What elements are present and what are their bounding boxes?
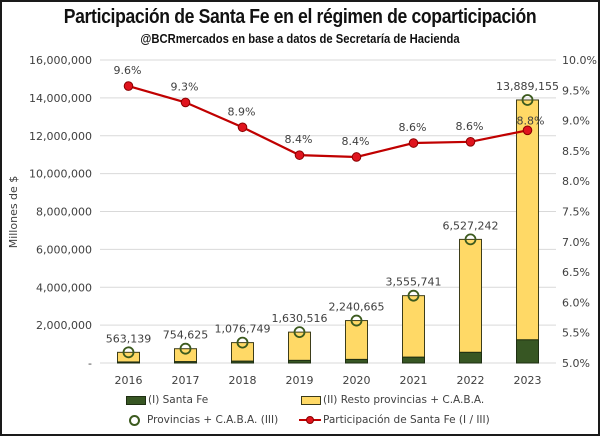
chart-title: Participación de Santa Fe en el régimen … [63,6,537,28]
participation-data-label: 8.8% [517,114,545,127]
total-data-label: 3,555,741 [386,276,442,289]
bar-resto-provincias [459,238,482,353]
y-tick-label: 12,000,000 [29,130,92,143]
bar-santa-fe [459,351,482,364]
y-axis-left-ticks: - 2,000,000 4,000,000 6,000,000 8,000,000 10,… [29,54,92,370]
x-tick-label: 2022 [457,374,485,387]
y-tick-label: 8,000,000 [36,206,92,219]
legend-label-participacion: Participación de Santa Fe (I / III) [323,414,490,426]
legend-circle-marker-icon [129,414,140,426]
participation-point [465,137,476,147]
total-marker [236,336,249,349]
legend-swatch-resto [301,395,321,405]
x-tick-label: 2017 [172,374,200,387]
total-data-label: 563,139 [106,332,152,345]
legend-item-participacion: Participación de Santa Fe (I / III) [299,414,490,426]
bar-resto-provincias [516,99,539,341]
y-tick-label: 4,000,000 [36,281,92,294]
y2-tick-label: 7.0% [562,236,590,249]
participation-point [237,122,248,133]
y2-tick-label: 5.0% [562,357,590,370]
y2-tick-label: 8.5% [562,145,590,158]
total-marker [293,326,306,339]
participation-line [123,81,533,162]
total-marker [407,289,420,302]
participation-data-label: 8.6% [456,120,484,133]
y-axis-label: Millones de $ [7,176,20,249]
total-marker [464,233,477,246]
total-data-label: 754,625 [163,329,209,342]
participation-point [522,125,533,136]
x-tick-label: 2018 [229,374,257,387]
bar-santa-fe [117,361,140,364]
bar-resto-provincias [231,342,254,362]
bar-santa-fe [516,339,539,364]
participation-data-label: 8.4% [342,135,370,148]
x-tick-label: 2020 [343,374,371,387]
y-tick-label: 2,000,000 [36,319,92,332]
data-labels: 563,139 754,625 1,076,7491,630,5162,240,66… [106,64,559,345]
participation-point [123,81,134,91]
y2-tick-label: 9.0% [562,115,590,128]
bar-santa-fe [402,356,425,364]
y-tick-label: 10,000,000 [29,168,92,181]
legend-item-resto: (II) Resto provincias + C.A.B.A. [301,394,484,406]
y-tick-label: - [88,357,92,370]
participation-data-label: 8.4% [285,133,313,146]
participation-data-label: 8.6% [399,121,427,134]
y-tick-label: 6,000,000 [36,243,92,256]
y2-tick-label: 9.5% [562,84,590,97]
x-tick-label: 2019 [286,374,314,387]
x-axis-ticks: 2016 2017 2018 2019 2020 2021 2022 2023 [115,374,542,387]
participation-point [408,138,419,148]
y2-tick-label: 6.5% [562,266,590,279]
participation-data-label: 8.9% [228,105,256,118]
y2-tick-label: 8.0% [562,175,590,188]
bar-resto-provincias [402,295,425,358]
legend-item-santa-fe: (I) Santa Fe [126,394,208,406]
participation-data-label: 9.6% [114,64,142,77]
total-data-label: 6,527,242 [443,219,499,232]
total-data-label: 2,240,665 [329,301,385,314]
participation-line-path [128,85,528,159]
chart-subtitle: @BCRmercados en base a datos de Secretar… [140,32,460,46]
total-data-label: 1,630,516 [272,312,328,325]
y-tick-label: 16,000,000 [29,54,92,67]
total-data-label: 13,889,155 [496,80,559,93]
bar-santa-fe [174,361,197,364]
legend-swatch-santa-fe [126,395,146,405]
legend-label-total: Provincias + C.A.B.A. (III) [147,414,279,426]
y-tick-label: 14,000,000 [29,92,92,105]
legend: (I) Santa Fe (II) Resto provincias + C.A… [0,388,600,432]
total-marker [179,342,192,355]
legend-label-santa-fe: (I) Santa Fe [148,394,209,406]
participation-point [294,150,305,160]
legend-label-resto: (II) Resto provincias + C.A.B.A. [323,394,485,406]
participation-data-label: 9.3% [171,80,199,93]
y2-tick-label: 6.0% [562,296,590,309]
total-marker [122,346,135,359]
y2-tick-label: 5.5% [562,327,590,340]
total-marker [521,94,534,106]
y2-tick-label: 7.5% [562,206,590,219]
x-tick-label: 2016 [115,374,143,387]
bar-santa-fe [345,358,368,364]
bar-santa-fe [231,360,254,364]
participation-point [180,97,191,108]
y-axis-right-ticks: 5.0% 5.5% 6.0% 6.5% 7.0% 7.5% 8.0% 8.5% 9.0% 9.5%… [562,54,597,370]
legend-item-total: Provincias + C.A.B.A. (III) [125,414,278,426]
bars [117,99,539,364]
total-data-label: 1,076,749 [215,323,271,336]
legend-line-marker-icon [299,415,321,425]
x-tick-label: 2023 [514,374,542,387]
gridlines [100,59,556,364]
x-tick-label: 2021 [400,374,428,387]
participation-point [351,152,362,162]
total-markers [122,94,534,359]
total-marker [350,314,363,327]
bar-resto-provincias [174,348,197,363]
bar-santa-fe [288,359,311,364]
y2-tick-label: 10.0% [562,54,597,67]
